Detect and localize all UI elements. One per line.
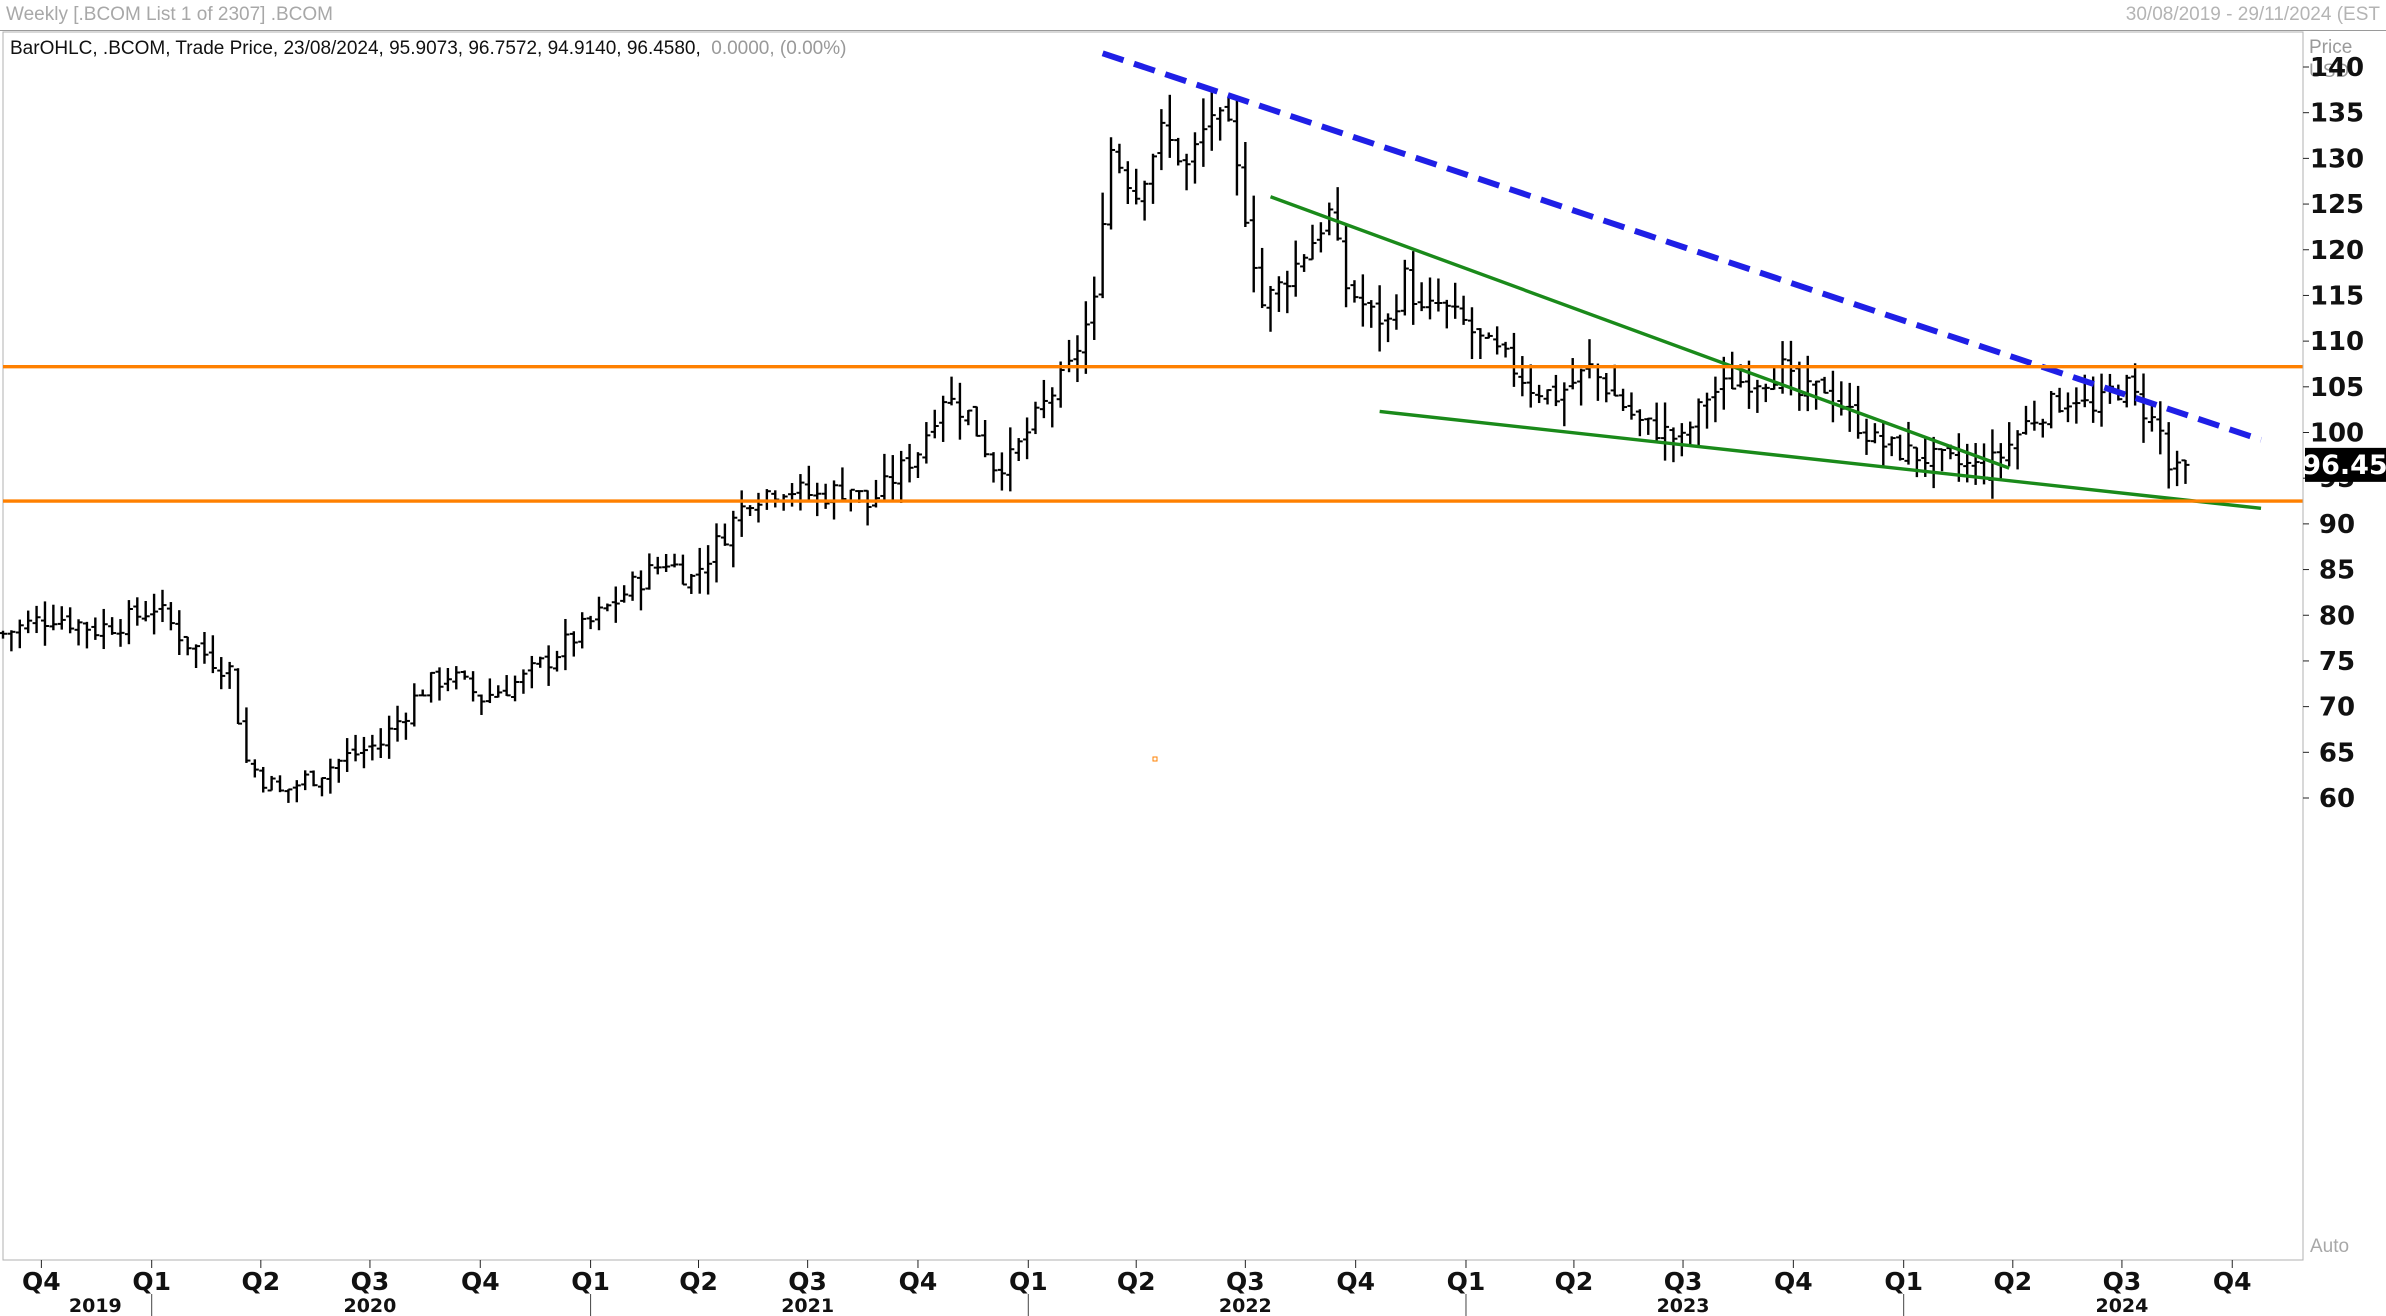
x-tick-label-quarter: Q3 [1226, 1267, 1265, 1296]
x-tick-label-quarter: Q4 [2213, 1267, 2252, 1296]
y-tick-label: 75 [2319, 647, 2355, 677]
x-tick-label-quarter: Q3 [351, 1267, 390, 1296]
x-tick-label-quarter: Q3 [1664, 1267, 1703, 1296]
x-tick-label-quarter: Q4 [461, 1267, 500, 1296]
y-tick-label: 65 [2319, 738, 2355, 768]
y-tick-label: 110 [2310, 327, 2364, 357]
y-tick-label: 115 [2310, 281, 2364, 311]
x-tick-label-year: 2022 [1219, 1295, 1272, 1316]
y-tick-label: 70 [2319, 693, 2355, 723]
last-price-box [2305, 447, 2386, 482]
legend-values: BarOHLC, .BCOM, Trade Price, 23/08/2024,… [10, 38, 701, 59]
x-tick-label-quarter: Q3 [2103, 1267, 2142, 1296]
x-tick-label-quarter: Q1 [1447, 1267, 1486, 1296]
x-tick-label-quarter: Q1 [571, 1267, 610, 1296]
trendline-wedge-lower [1379, 409, 2262, 511]
trendlines-group[interactable] [3, 50, 2303, 511]
x-tick-label-quarter: Q2 [679, 1267, 718, 1296]
y-tick-label: 105 [2310, 373, 2364, 403]
x-tick-label-quarter: Q2 [1117, 1267, 1156, 1296]
chart-date-range[interactable]: 30/08/2019 - 29/11/2024 (EST [2125, 4, 2380, 25]
x-tick-label-quarter: Q2 [1993, 1267, 2032, 1296]
level-handle-marker[interactable] [1152, 756, 1158, 762]
trendline-resistance [1101, 50, 2262, 443]
x-tick-label-quarter: Q1 [1009, 1267, 1048, 1296]
last-price-tag: 96.45 [2302, 447, 2386, 482]
auto-scale-toggle[interactable]: Auto [2310, 1236, 2349, 1257]
y-tick-label: 85 [2319, 556, 2355, 586]
x-tick-label-quarter: Q4 [22, 1267, 61, 1296]
x-tick-label-quarter: Q4 [899, 1267, 938, 1296]
y-axis-ticks: 6065707580859095100105110115120125130135… [2303, 53, 2364, 814]
chart-instrument-title: Weekly [.BCOM List 1 of 2307] .BCOM [6, 4, 333, 25]
legend-main-text: BarOHLC, .BCOM, Trade Price, 23/08/2024,… [10, 38, 846, 59]
chart-header-bar: Weekly [.BCOM List 1 of 2307] .BCOM 30/0… [0, 0, 2386, 31]
y-tick-label: 100 [2310, 419, 2364, 449]
x-tick-label-year: 2024 [2095, 1295, 2148, 1316]
axis-unit-price: Price [2309, 37, 2352, 58]
x-tick-label-quarter: Q2 [241, 1267, 280, 1296]
last-price-label: 96.45 [2302, 450, 2386, 481]
x-axis-ticks: Q4 Q1 Q2 Q3 Q4 Q1 Q2 Q3 Q4 Q1 Q2 Q3 Q4 Q1 Q2 Q3 Q4 Q1 Q2 Q3… [22, 1260, 2252, 1316]
y-tick-label: 60 [2319, 784, 2355, 814]
x-tick-label-quarter: Q4 [1774, 1267, 1813, 1296]
x-tick-label-quarter: Q1 [132, 1267, 171, 1296]
x-tick-label-year: 2019 [69, 1295, 122, 1316]
y-tick-label: 120 [2310, 236, 2364, 266]
trendline-wedge-upper [1269, 195, 2010, 470]
x-tick-label-quarter: Q4 [1336, 1267, 1375, 1296]
x-tick-label-year: 2021 [781, 1295, 834, 1316]
legend-change: 0.0000, (0.00%) [711, 38, 846, 59]
y-tick-label: 80 [2319, 601, 2355, 631]
x-tick-label-year: 2023 [1657, 1295, 1710, 1316]
y-tick-label: 140 [2310, 53, 2364, 83]
axis-unit-currency: USD [2309, 61, 2349, 82]
plot-area [2, 31, 2304, 1261]
x-tick-label-quarter: Q3 [788, 1267, 827, 1296]
y-tick-label: 125 [2310, 190, 2364, 220]
y-tick-label: 130 [2310, 144, 2364, 174]
x-tick-label-quarter: Q1 [1884, 1267, 1923, 1296]
y-tick-label: 90 [2319, 510, 2355, 540]
y-tick-label: 135 [2310, 99, 2364, 129]
x-tick-label-year: 2020 [343, 1295, 396, 1316]
x-tick-label-quarter: Q2 [1555, 1267, 1594, 1296]
